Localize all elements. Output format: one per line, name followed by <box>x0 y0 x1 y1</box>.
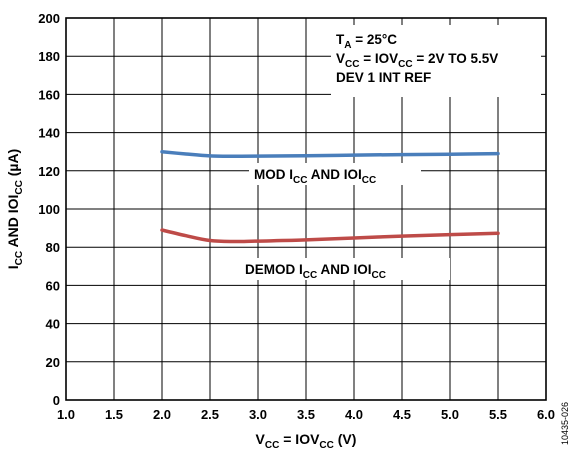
y-tick-label: 0 <box>53 393 60 408</box>
y-tick-label: 120 <box>38 164 60 179</box>
y-tick-label: 160 <box>38 87 60 102</box>
x-tick-label: 4.5 <box>393 407 411 422</box>
x-tick-label: 1.5 <box>105 407 123 422</box>
y-tick-label: 180 <box>38 49 60 64</box>
y-tick-label: 20 <box>46 355 60 370</box>
x-axis-title: VCC = IOVCC (V) <box>256 431 357 451</box>
condition-temperature: TA = 25°C <box>336 32 397 51</box>
x-tick-label: 3.5 <box>297 407 315 422</box>
x-tick-label: 3.0 <box>249 407 267 422</box>
condition-supply: VCC = IOVCC = 2V TO 5.5V <box>336 51 498 70</box>
x-tick-label: 1.0 <box>57 407 75 422</box>
demod-label-background <box>240 258 450 280</box>
series-label-demod: DEMOD ICC AND IOICC <box>245 262 386 281</box>
y-tick-label: 80 <box>46 240 60 255</box>
conditions-background <box>331 25 541 97</box>
y-tick-label: 140 <box>38 126 60 141</box>
y-tick-labels: 0 20 40 60 80 100 120 140 160 180 200 <box>38 11 60 408</box>
y-tick-label: 200 <box>38 11 60 26</box>
condition-reference: DEV 1 INT REF <box>336 70 431 85</box>
x-tick-label: 2.0 <box>153 407 171 422</box>
x-tick-label: 5.5 <box>489 407 507 422</box>
series-line-mod <box>160 149 500 159</box>
y-tick-label: 100 <box>38 202 60 217</box>
series-label-mod: MOD ICC AND IOICC <box>254 167 376 186</box>
x-tick-label: 6.0 <box>537 407 555 422</box>
y-tick-label: 60 <box>46 278 60 293</box>
mod-label-background <box>249 163 421 185</box>
plot-area-frame <box>65 17 547 401</box>
figure-id: 10435-026 <box>560 402 570 445</box>
x-tick-label: 4.0 <box>345 407 363 422</box>
x-tick-labels: 1.0 1.5 2.0 2.5 3.0 3.5 4.0 4.5 5.0 5.5 6.0 <box>57 407 555 422</box>
series-layer <box>160 149 500 244</box>
x-tick-label: 2.5 <box>201 407 219 422</box>
y-axis-title: ICC AND IOICC (µA) <box>5 149 25 269</box>
y-tick-label: 40 <box>46 317 60 332</box>
series-line-demod <box>160 228 500 244</box>
x-tick-label: 5.0 <box>441 407 459 422</box>
